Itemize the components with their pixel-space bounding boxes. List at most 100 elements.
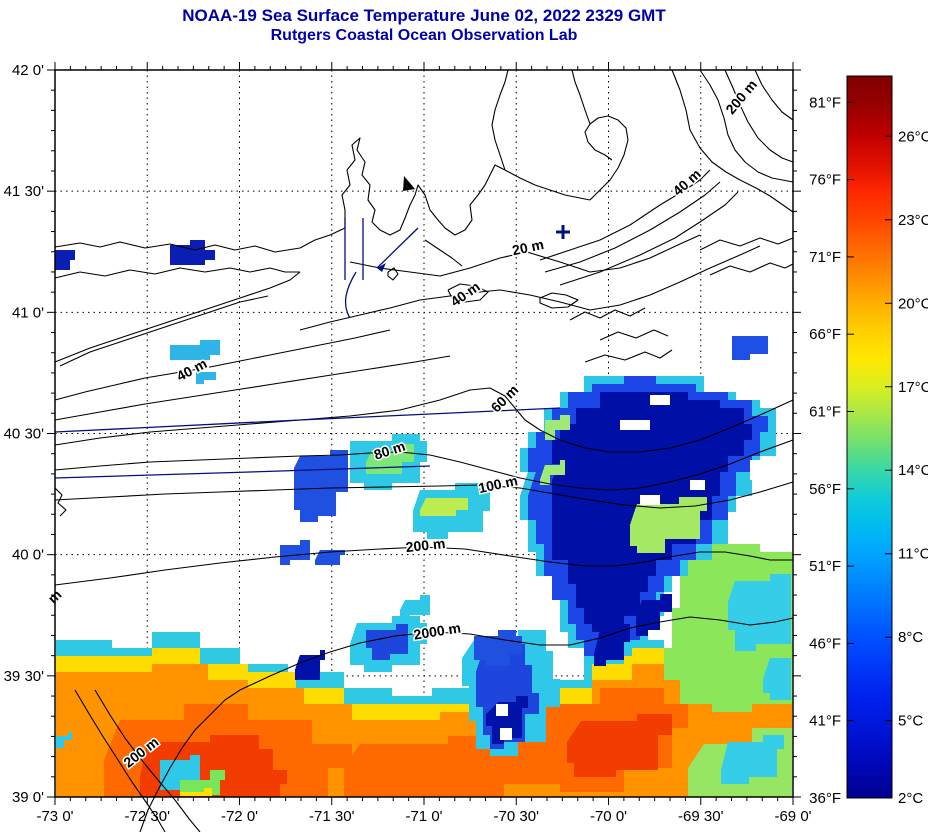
- contour-nantucket: [539, 292, 579, 309]
- contour-narragansett-bay: [341, 137, 591, 236]
- colorbar-label-fahrenheit: 46°F: [809, 635, 841, 652]
- colorbar-label-fahrenheit: 61°F: [809, 403, 841, 420]
- colorbar-label-fahrenheit: 56°F: [809, 481, 841, 498]
- colorbar-label-fahrenheit: 51°F: [809, 558, 841, 575]
- sst-patch-pool-hole-1: [620, 420, 650, 430]
- axis-ticks: -73 0' -72 30' -72 0' -71 30' -71 0' -70 30' -…: [4, 62, 812, 825]
- contour-ct-shore: [54, 227, 346, 253]
- depth-contour-label: 100 m: [477, 472, 519, 496]
- contour-contour-20m: [349, 234, 701, 277]
- colorbar-label-celsius: 11°C: [898, 546, 928, 563]
- contour-contour-100m: [54, 481, 794, 509]
- sst-patch-cluster-blue-5: [366, 624, 408, 660]
- sst-patch-red-blob-3: [203, 770, 287, 797]
- colorbar-label-celsius: 23°C: [898, 212, 928, 229]
- contour-gulf-of-maine-200m-b: [724, 69, 794, 163]
- contour-long-island-north: [54, 267, 300, 279]
- figure-title-line2: Rutgers Coastal Ocean Observation Lab: [270, 27, 578, 44]
- sst-patch-cyan-dot-li: [196, 372, 216, 384]
- sst-patch-left-edge-navy: [55, 250, 75, 270]
- colorbar-label-celsius: 20°C: [898, 295, 928, 312]
- colorbar-label-celsius: 17°C: [898, 379, 928, 396]
- colorbar-label-celsius: 8°C: [898, 629, 923, 646]
- x-axis-tick-label: -69 30': [678, 808, 724, 825]
- figure-title-line1: NOAA-19 Sea Surface Temperature June 02,…: [182, 6, 666, 25]
- y-axis-tick-label: 41 0': [12, 304, 44, 321]
- x-axis-tick-label: -70 30': [494, 808, 540, 825]
- y-axis-tick-label: 42 0': [12, 62, 44, 79]
- sst-patch-cyan-7: [400, 595, 430, 620]
- contour-contour-40m-west-b: [54, 355, 451, 421]
- contour-gulf-of-maine-200m-d: [671, 69, 794, 213]
- station-flag-icon: [403, 176, 415, 191]
- sst-patch-sound-navy-patch: [170, 240, 215, 265]
- sst-patch-pool-hole-5: [750, 460, 770, 480]
- sst-patch-midleft-blue-2: [294, 450, 348, 522]
- depth-contour-label: 20 m: [511, 236, 546, 258]
- contour-nantucket-shoals-4: [699, 237, 794, 251]
- x-axis-tick-label: -70 0': [590, 808, 627, 825]
- sst-patch-bl-green: [180, 770, 225, 795]
- contour-elizabeth-islands: [424, 239, 463, 267]
- sst-patch-bl-cyan: [160, 755, 200, 790]
- contour-gulf-of-maine-200m-c: [754, 69, 794, 121]
- contour-cape-cod-bay: [491, 69, 509, 171]
- contour-contour-200m-sw-b: [74, 689, 166, 832]
- contour-nantucket-shoals-5: [709, 262, 794, 276]
- contour-contour-200m-sw-a: [94, 689, 201, 832]
- contour-long-island-barrier: [59, 295, 269, 367]
- depth-contour-label: 200 m: [405, 535, 446, 555]
- contour-contour-40m-mid: [299, 245, 761, 331]
- sst-patch-south-hole-1: [496, 704, 508, 716]
- sst-patch-bl-yellow: [180, 788, 212, 796]
- contour-mass-shore-north: [571, 69, 591, 125]
- x-axis-tick-label: -72 30': [125, 808, 171, 825]
- contour-cape-cod-hook: [584, 115, 629, 201]
- sst-patch-cyan-40m-patch: [170, 340, 220, 360]
- colorbar-label-celsius: 2°C: [898, 790, 923, 807]
- x-axis-tick-label: -72 0': [221, 808, 258, 825]
- contour-contour-80m: [54, 439, 794, 491]
- sst-patch-pool-green-left-1: [545, 415, 570, 440]
- transect-line-a: [54, 407, 561, 433]
- contour-block-island: [387, 267, 399, 281]
- contour-contour-60m: [54, 387, 794, 453]
- contour-nantucket-shoals-3: [584, 349, 673, 363]
- sst-patch-pool-green-left-2: [540, 460, 565, 485]
- colorbar-label-fahrenheit: 76°F: [809, 172, 841, 189]
- sst-patch-midleft-ygreen-3: [420, 498, 468, 516]
- annotation-layer: [54, 176, 570, 479]
- sst-patch-cyan-right-2: [721, 735, 784, 784]
- contour-contour-2000m: [239, 616, 794, 691]
- contour-forty-m-ne-a: [539, 169, 711, 261]
- contour-nantucket-shoals-1: [569, 307, 646, 321]
- colorbar-gradient: [846, 75, 893, 799]
- colorbar-label-fahrenheit: 36°F: [809, 790, 841, 807]
- y-axis-tick-label: 39 30': [4, 668, 45, 685]
- contour-contour-200m: [54, 546, 793, 586]
- colorbar-label-fahrenheit: 66°F: [809, 326, 841, 343]
- y-axis-tick-label: 40 0': [12, 547, 44, 564]
- sst-patch-pool-hole-4: [640, 495, 660, 505]
- y-axis-tick-label: 40 30': [4, 426, 45, 443]
- sst-patch-pool-hole-3: [690, 480, 705, 490]
- contour-long-island-south: [54, 271, 301, 363]
- contour-contour-2000m-sw: [139, 689, 241, 832]
- colorbar-label-celsius: 26°C: [898, 128, 928, 145]
- sst-patch-cluster-navy-5: [295, 650, 325, 680]
- sst-raster-layer: [55, 240, 792, 797]
- x-axis-tick-label: -71 30': [309, 808, 355, 825]
- sst-patch-right-edge-blue: [732, 336, 768, 360]
- colorbar-label-celsius: 5°C: [898, 713, 923, 730]
- sst-patch-cold-stripe-1: [594, 624, 630, 666]
- contour-forty-m-ne-b: [544, 181, 721, 273]
- contour-layer: [54, 69, 794, 832]
- sst-patch-south-hole-2: [500, 728, 512, 740]
- colorbar-label-fahrenheit: 41°F: [809, 713, 841, 730]
- glider-track: [376, 227, 419, 269]
- depth-contour-label: 40 m: [447, 278, 482, 309]
- sst-patch-cyan-right-1: [728, 574, 791, 651]
- colorbar-label-celsius: 14°C: [898, 462, 928, 479]
